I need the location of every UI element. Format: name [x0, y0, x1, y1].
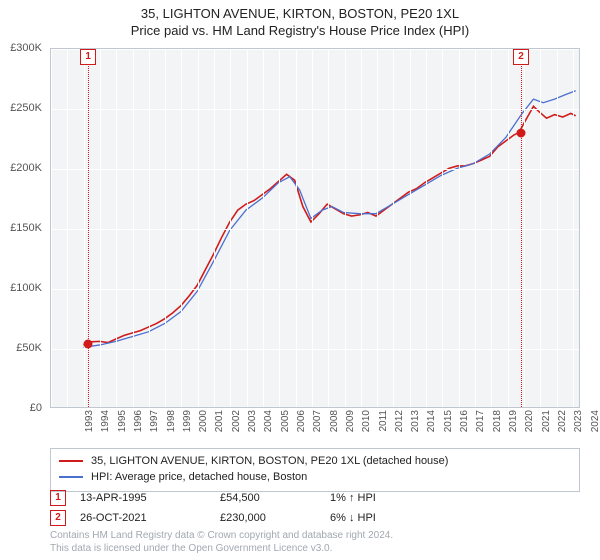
legend-swatch-1 — [59, 476, 83, 478]
y-tick-label: £100K — [10, 282, 42, 294]
legend: 35, LIGHTON AVENUE, KIRTON, BOSTON, PE20… — [50, 448, 580, 492]
marker-1-delta: 1% ↑ HPI — [330, 492, 580, 504]
y-tick-label: £200K — [10, 162, 42, 174]
y-tick-label: £0 — [30, 402, 42, 414]
marker-box: 1 — [80, 49, 96, 65]
x-tick-label: 2019 — [508, 410, 519, 440]
x-tick-label: 2001 — [214, 410, 225, 440]
x-tick-label: 2007 — [312, 410, 323, 440]
legend-swatch-0 — [59, 460, 83, 462]
y-tick-label: £150K — [10, 222, 42, 234]
x-tick-label: 2003 — [247, 410, 258, 440]
marker-vline — [521, 63, 522, 407]
x-tick-label: 2018 — [492, 410, 503, 440]
x-tick-label: 2023 — [573, 410, 584, 440]
x-tick-label: 1994 — [100, 410, 111, 440]
y-axis-labels: £0£50K£100K£150K£200K£250K£300K — [0, 48, 46, 408]
chart-area: 12 — [50, 48, 580, 408]
marker-1-date: 13-APR-1995 — [80, 492, 220, 504]
x-axis-labels: 1993 1994 1995 1996 1997 1998 1999 2000 2001 2002… — [50, 410, 580, 446]
x-tick-label: 2020 — [524, 410, 535, 440]
series-line — [83, 91, 575, 348]
marker-badge-1: 1 — [50, 490, 66, 506]
x-tick-label: 2016 — [459, 410, 470, 440]
licence-text: Contains HM Land Registry data © Crown c… — [50, 530, 580, 555]
x-tick-label: 2013 — [410, 410, 421, 440]
x-tick-label: 2000 — [198, 410, 209, 440]
x-tick-label: 2022 — [557, 410, 568, 440]
chart-title-sub: Price paid vs. HM Land Registry's House … — [0, 23, 600, 38]
x-tick-label: 2021 — [541, 410, 552, 440]
licence-line-1: Contains HM Land Registry data © Crown c… — [50, 530, 393, 541]
x-tick-label: 1999 — [182, 410, 193, 440]
plot-svg — [51, 49, 579, 407]
x-tick-label: 2006 — [296, 410, 307, 440]
x-tick-label: 2017 — [475, 410, 486, 440]
legend-label-0: 35, LIGHTON AVENUE, KIRTON, BOSTON, PE20… — [91, 455, 448, 467]
marker-2-date: 26-OCT-2021 — [80, 512, 220, 524]
x-tick-label: 2004 — [263, 410, 274, 440]
y-tick-label: £250K — [10, 102, 42, 114]
y-tick-label: £50K — [16, 342, 42, 354]
marker-2-price: £230,000 — [220, 512, 330, 524]
x-tick-label: 2008 — [329, 410, 340, 440]
marker-dot — [84, 339, 93, 348]
marker-dot — [516, 129, 525, 138]
marker-vline — [88, 63, 89, 407]
x-tick-label: 1993 — [84, 410, 95, 440]
marker-2-delta: 6% ↓ HPI — [330, 512, 580, 524]
marker-1-price: £54,500 — [220, 492, 330, 504]
x-tick-label: 2010 — [361, 410, 372, 440]
marker-detail-rows: 1 13-APR-1995 £54,500 1% ↑ HPI 2 26-OCT-… — [50, 488, 580, 528]
x-tick-label: 2024 — [590, 410, 600, 440]
licence-line-2: This data is licensed under the Open Gov… — [50, 543, 332, 554]
marker-box: 2 — [513, 49, 529, 65]
x-tick-label: 1997 — [149, 410, 160, 440]
plot-area: 12 — [50, 48, 580, 408]
x-tick-label: 2011 — [378, 410, 389, 440]
x-tick-label: 2015 — [443, 410, 454, 440]
x-tick-label: 2009 — [345, 410, 356, 440]
x-tick-label: 1998 — [166, 410, 177, 440]
chart-title-main: 35, LIGHTON AVENUE, KIRTON, BOSTON, PE20… — [0, 6, 600, 21]
x-tick-label: 1996 — [133, 410, 144, 440]
marker-badge-2: 2 — [50, 510, 66, 526]
y-tick-label: £300K — [10, 42, 42, 54]
x-tick-label: 2014 — [426, 410, 437, 440]
x-tick-label: 1995 — [117, 410, 128, 440]
x-tick-label: 2002 — [231, 410, 242, 440]
x-tick-label: 2005 — [280, 410, 291, 440]
legend-label-1: HPI: Average price, detached house, Bost… — [91, 471, 307, 483]
x-tick-label: 2012 — [394, 410, 405, 440]
